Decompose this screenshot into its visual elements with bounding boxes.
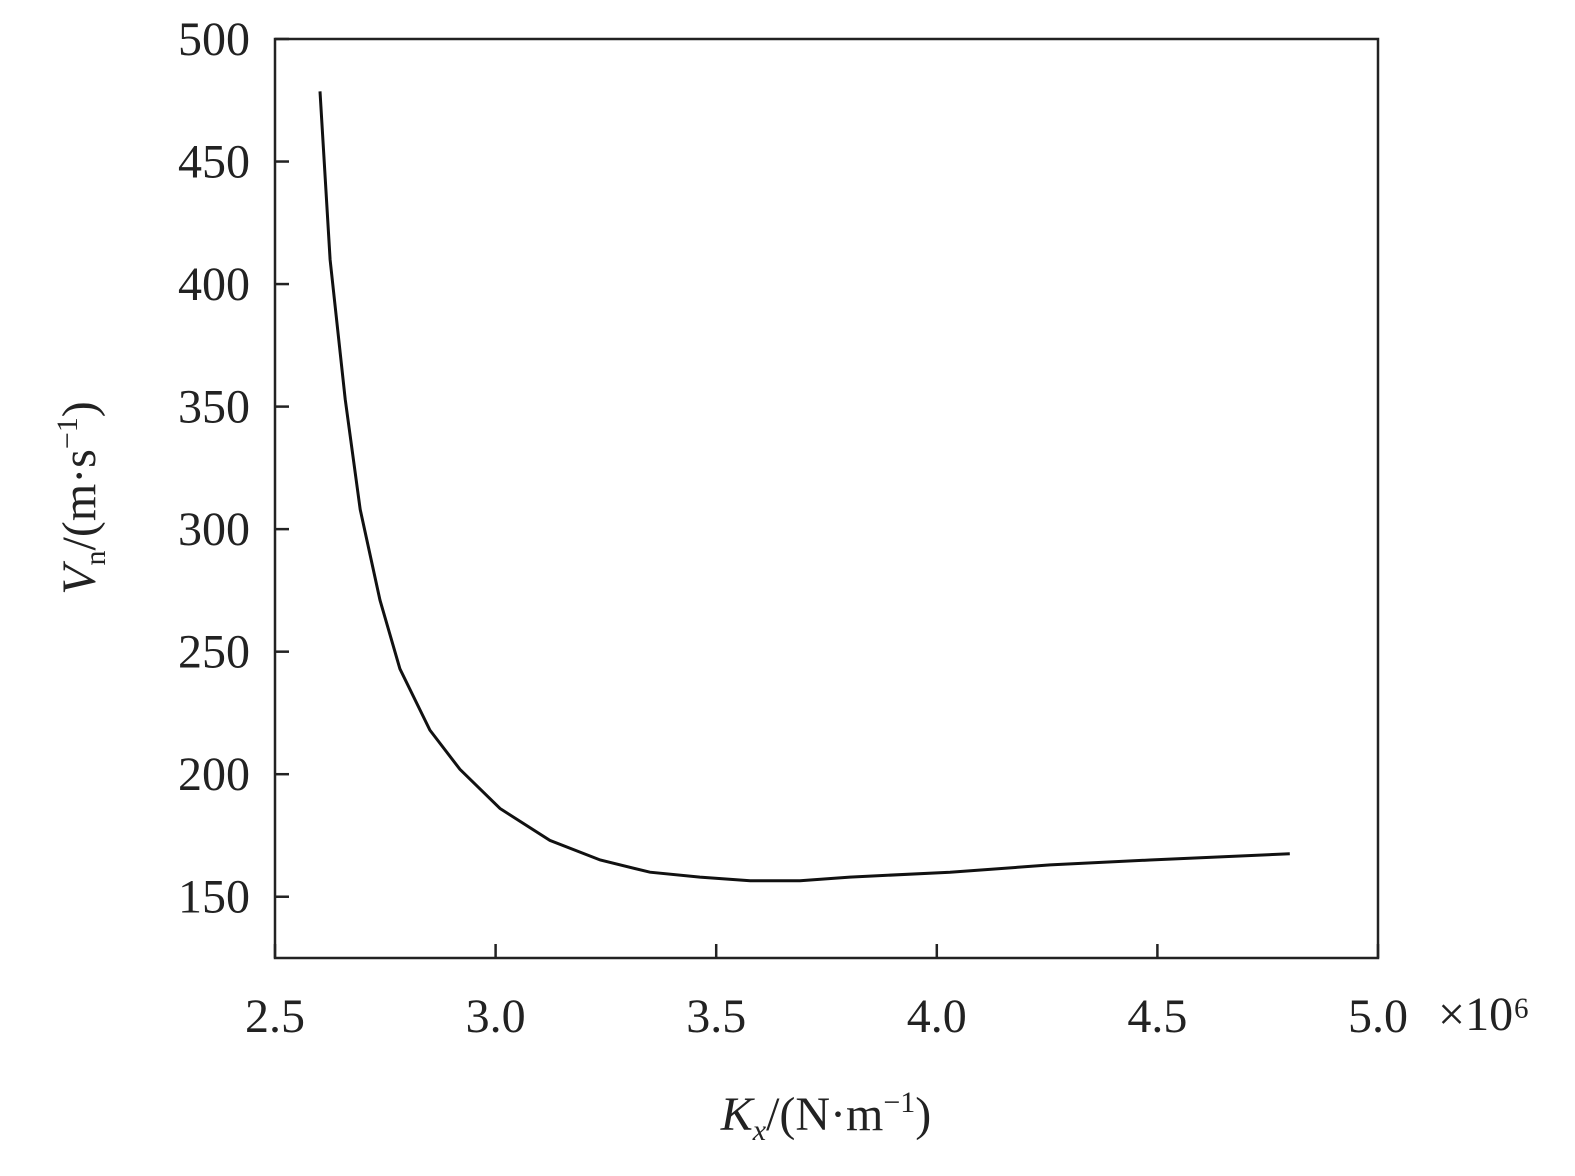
x-tick-label: 3.5 [686, 990, 746, 1043]
y-axis-label: Vn/(m·s−1) [51, 401, 112, 595]
x-tick-label: 2.5 [245, 990, 305, 1043]
y-tick-label: 300 [178, 503, 250, 556]
y-tick-label: 350 [178, 381, 250, 434]
y-tick-label: 450 [178, 136, 250, 189]
plot-frame [273, 37, 1380, 960]
x-tick-label: 3.0 [466, 990, 526, 1043]
x-tick-label: 4.0 [907, 990, 967, 1043]
y-tick-label: 150 [178, 871, 250, 924]
y-tick-label: 500 [178, 13, 250, 66]
x-multiplier: ×10⁶ [1438, 988, 1530, 1041]
data-line [318, 91, 1290, 883]
x-tick-label: 4.5 [1127, 990, 1187, 1043]
x-tick-label: 5.0 [1348, 990, 1408, 1043]
y-tick-label: 250 [178, 626, 250, 679]
y-tick-label: 400 [178, 258, 250, 311]
x-axis-label: Kx/(N·m−1) [720, 1086, 932, 1147]
y-tick-label: 200 [178, 748, 250, 801]
